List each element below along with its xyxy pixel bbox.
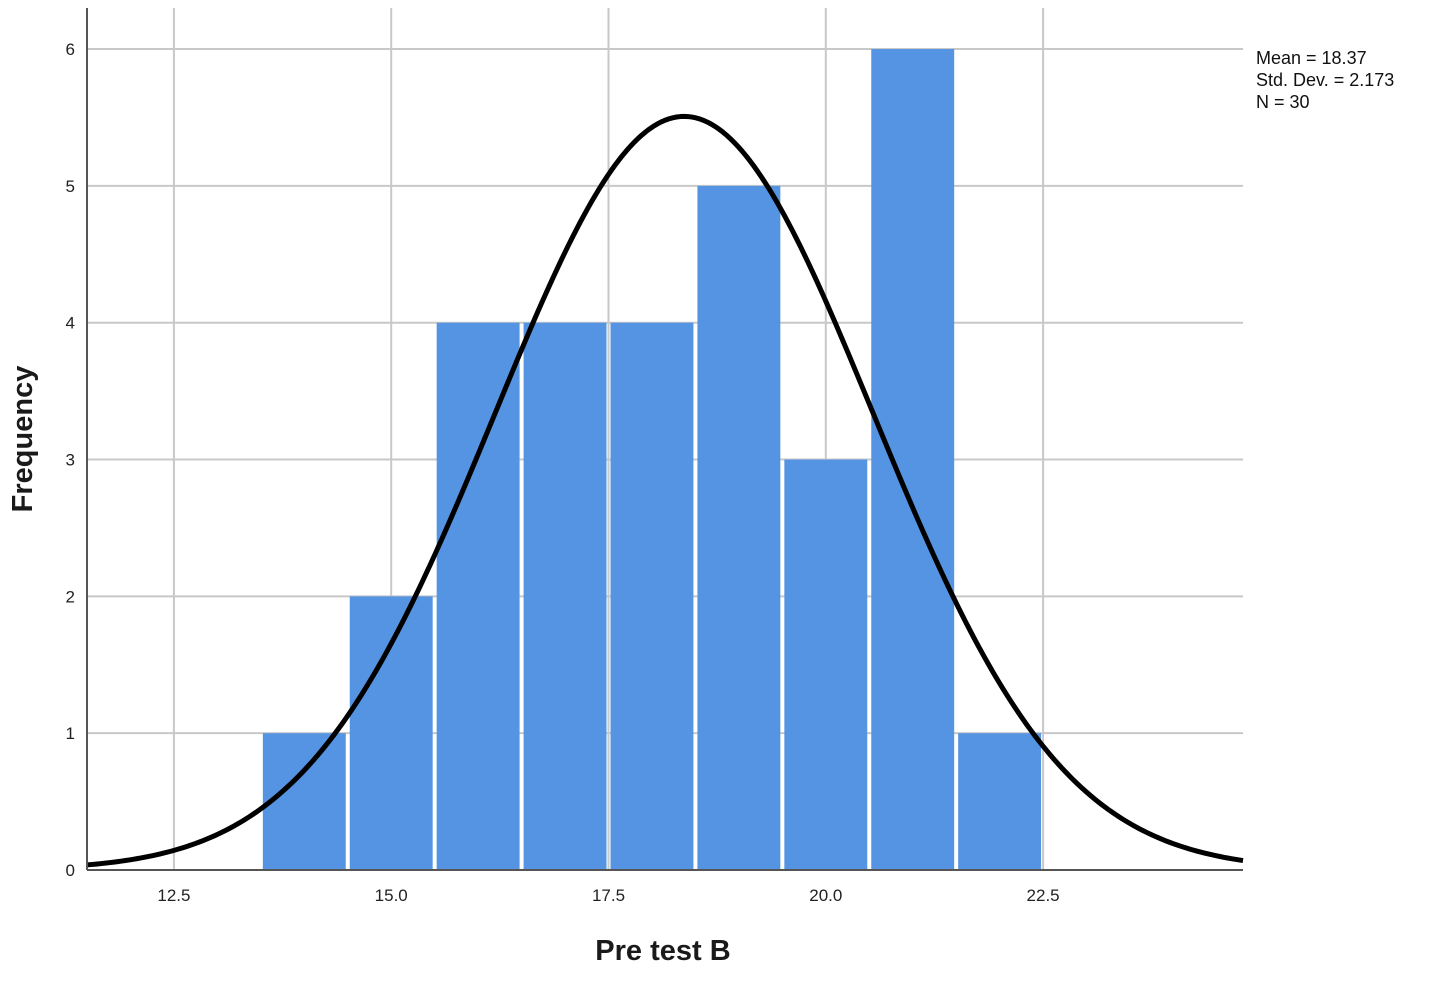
x-tick-label: 12.5	[157, 886, 190, 905]
normal-curve-layer	[86, 113, 1244, 868]
y-tick-labels: 0 1 2 3 4 5 6	[66, 40, 75, 880]
y-tick-label: 6	[66, 40, 75, 59]
histogram-bar	[262, 733, 346, 870]
histogram-bar	[436, 322, 520, 870]
y-tick-label: 1	[66, 724, 75, 743]
histogram-bar	[610, 322, 694, 870]
y-axis-title: Frequency	[7, 366, 39, 513]
stats-line: N = 30	[1256, 92, 1310, 112]
x-axis-title: Pre test B	[595, 935, 730, 967]
histogram-bar	[958, 733, 1042, 870]
x-tick-label: 22.5	[1027, 886, 1060, 905]
histogram-bars	[262, 49, 1042, 871]
y-tick-label: 4	[66, 314, 75, 333]
histogram-bar	[523, 322, 607, 870]
y-tick-label: 0	[66, 861, 75, 880]
normal-curve	[86, 113, 1244, 868]
histogram-bar	[697, 185, 781, 870]
y-tick-label: 3	[66, 451, 75, 470]
y-tick-label: 2	[66, 587, 75, 606]
stats-line: Mean = 18.37	[1256, 48, 1367, 68]
x-tick-labels: 12.5 15.0 17.5 20.0 22.5	[157, 886, 1059, 905]
axes	[86, 8, 1243, 871]
stats-line: Std. Dev. = 2.173	[1256, 70, 1394, 90]
x-tick-label: 20.0	[809, 886, 842, 905]
x-tick-label: 15.0	[375, 886, 408, 905]
histogram-bar	[784, 459, 868, 870]
histogram-bar	[871, 49, 955, 871]
y-tick-label: 5	[66, 177, 75, 196]
x-tick-label: 17.5	[592, 886, 625, 905]
histogram-bar	[349, 596, 433, 870]
